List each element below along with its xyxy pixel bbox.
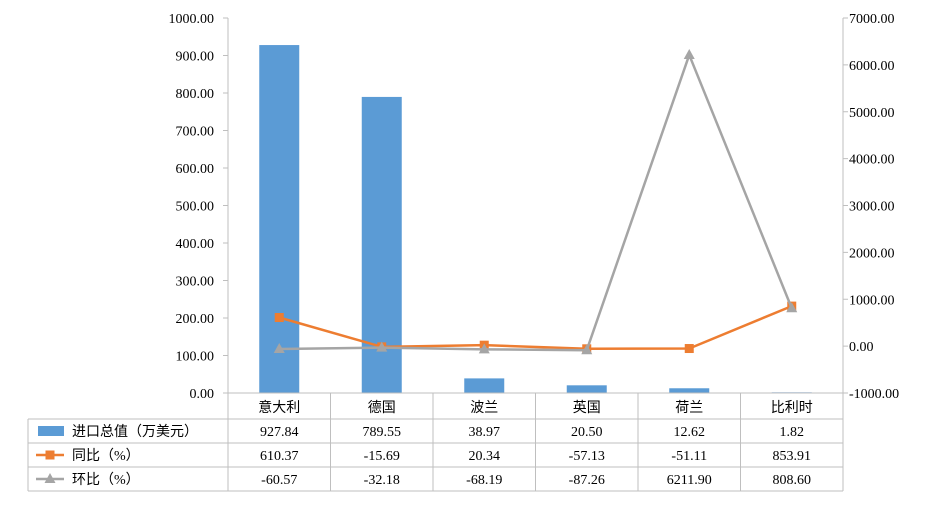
legend-label: 环比（%）	[72, 472, 140, 488]
y-left-tick-label: 100.00	[176, 350, 215, 365]
y-left-tick-label: 800.00	[176, 87, 215, 102]
data-label: 20.34	[469, 449, 501, 464]
data-label: 20.50	[571, 425, 603, 440]
legend-label: 同比（%）	[72, 448, 140, 464]
category-label: 波兰	[470, 400, 498, 416]
data-label: -68.19	[466, 473, 502, 488]
category-label: 荷兰	[675, 400, 703, 416]
bar	[259, 45, 300, 394]
legend-key	[38, 426, 64, 436]
data-point	[683, 48, 695, 59]
data-point	[581, 344, 593, 355]
data-label: 38.97	[469, 425, 501, 440]
y-left-tick-label: 300.00	[176, 275, 215, 290]
y-left-tick-label: 900.00	[176, 50, 215, 65]
legend-label: 进口总值（万美元）	[72, 424, 198, 440]
bar	[566, 385, 607, 393]
y-right-tick-label: 0.00	[849, 340, 874, 355]
y-left-tick-label: 200.00	[176, 312, 215, 327]
y-right-tick-label: 4000.00	[849, 153, 895, 168]
legend-key-marker	[44, 473, 56, 483]
y-right-tick-label: 2000.00	[849, 246, 895, 261]
data-point	[376, 341, 388, 352]
data-label: -57.13	[569, 449, 605, 464]
data-point	[274, 313, 284, 323]
bar	[669, 388, 710, 393]
data-label: 6211.90	[667, 473, 712, 488]
data-label: 1.82	[780, 425, 805, 440]
legend-key-marker	[45, 450, 55, 460]
data-label: 853.91	[773, 449, 812, 464]
y-left-tick-label: 600.00	[176, 162, 215, 177]
category-label: 比利时	[771, 400, 813, 416]
data-label: 12.62	[674, 425, 706, 440]
data-label: 610.37	[260, 449, 299, 464]
data-point	[478, 343, 490, 354]
y-left-tick-label: 400.00	[176, 237, 215, 252]
y-left-tick-label: 0.00	[190, 387, 215, 402]
data-label: -32.18	[364, 473, 400, 488]
series-line	[278, 304, 793, 351]
data-label: -87.26	[569, 473, 605, 488]
data-label: 927.84	[260, 425, 299, 440]
y-right-tick-label: 7000.00	[849, 12, 895, 27]
category-label: 英国	[573, 399, 601, 416]
y-left-tick-label: 700.00	[176, 125, 215, 140]
bar	[464, 378, 505, 393]
data-point	[786, 302, 798, 313]
y-right-tick-label: -1000.00	[849, 387, 899, 402]
y-left-tick-label: 1000.00	[169, 12, 215, 27]
data-label: -15.69	[364, 449, 400, 464]
y-right-tick-label: 3000.00	[849, 200, 895, 215]
series-line	[279, 53, 793, 352]
data-label: -51.11	[671, 449, 707, 464]
y-right-tick-label: 5000.00	[849, 106, 895, 121]
category-label: 德国	[368, 400, 396, 416]
data-point	[273, 342, 285, 353]
y-left-tick-label: 500.00	[176, 200, 215, 215]
y-right-tick-label: 6000.00	[849, 59, 895, 74]
y-right-tick-label: 1000.00	[849, 293, 895, 308]
data-label: 808.60	[773, 473, 812, 488]
data-label: 789.55	[363, 425, 402, 440]
data-point	[684, 344, 694, 354]
data-label: -60.57	[261, 473, 297, 488]
category-label: 意大利	[258, 399, 300, 416]
